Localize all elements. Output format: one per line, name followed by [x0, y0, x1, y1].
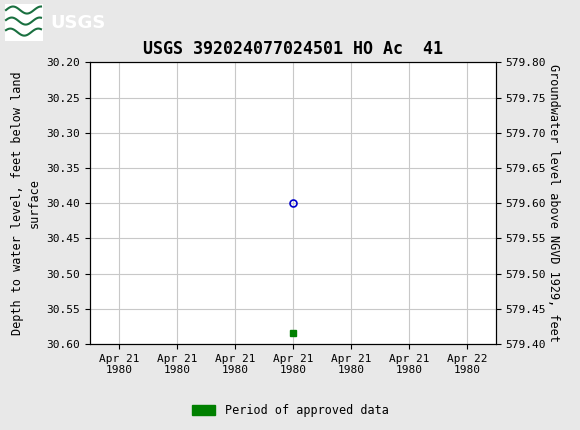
- FancyBboxPatch shape: [5, 4, 43, 41]
- Text: USGS: USGS: [50, 14, 106, 31]
- Y-axis label: Depth to water level, feet below land
surface: Depth to water level, feet below land su…: [11, 71, 41, 335]
- Legend: Period of approved data: Period of approved data: [187, 399, 393, 422]
- Title: USGS 392024077024501 HO Ac  41: USGS 392024077024501 HO Ac 41: [143, 40, 443, 58]
- Y-axis label: Groundwater level above NGVD 1929, feet: Groundwater level above NGVD 1929, feet: [547, 64, 560, 342]
